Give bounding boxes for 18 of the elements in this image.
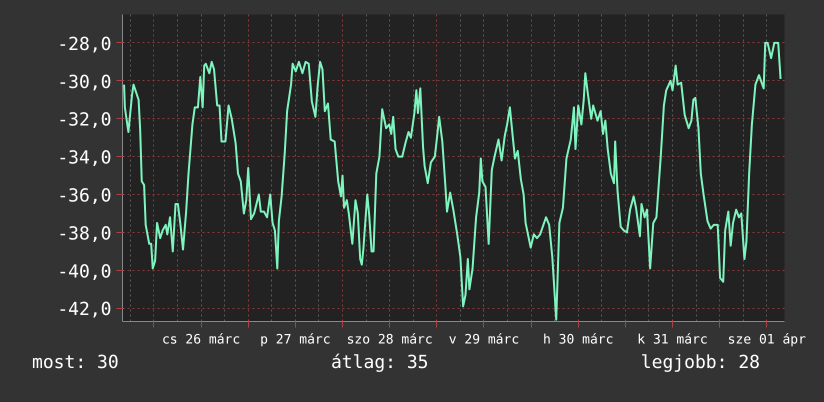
y-tick-label: -32,0: [57, 110, 112, 131]
y-tick-label: -38,0: [57, 223, 112, 244]
x-tick-label: p 27 márc: [260, 332, 331, 348]
y-tick-label: -28,0: [57, 34, 112, 55]
y-tick-label: -30,0: [57, 72, 112, 93]
x-tick-label: szo 28 márc: [346, 332, 433, 348]
x-tick-label: sze 01 ápr: [728, 332, 806, 348]
y-tick-label: -40,0: [57, 261, 112, 282]
text: legjobb: 28: [640, 351, 760, 375]
y-tick-label: -34,0: [57, 148, 112, 169]
text: most: 30: [32, 351, 119, 375]
x-tick-label: k 31 márc: [637, 332, 708, 348]
y-tick-label: -42,0: [57, 299, 112, 320]
x-tick-label: h 30 márc: [543, 332, 614, 348]
text: átlag: 35: [330, 351, 429, 375]
y-tick-label: -36,0: [57, 186, 112, 207]
x-tick-label: v 29 márc: [448, 332, 520, 348]
x-tick-label: cs 26 márc: [162, 332, 240, 348]
